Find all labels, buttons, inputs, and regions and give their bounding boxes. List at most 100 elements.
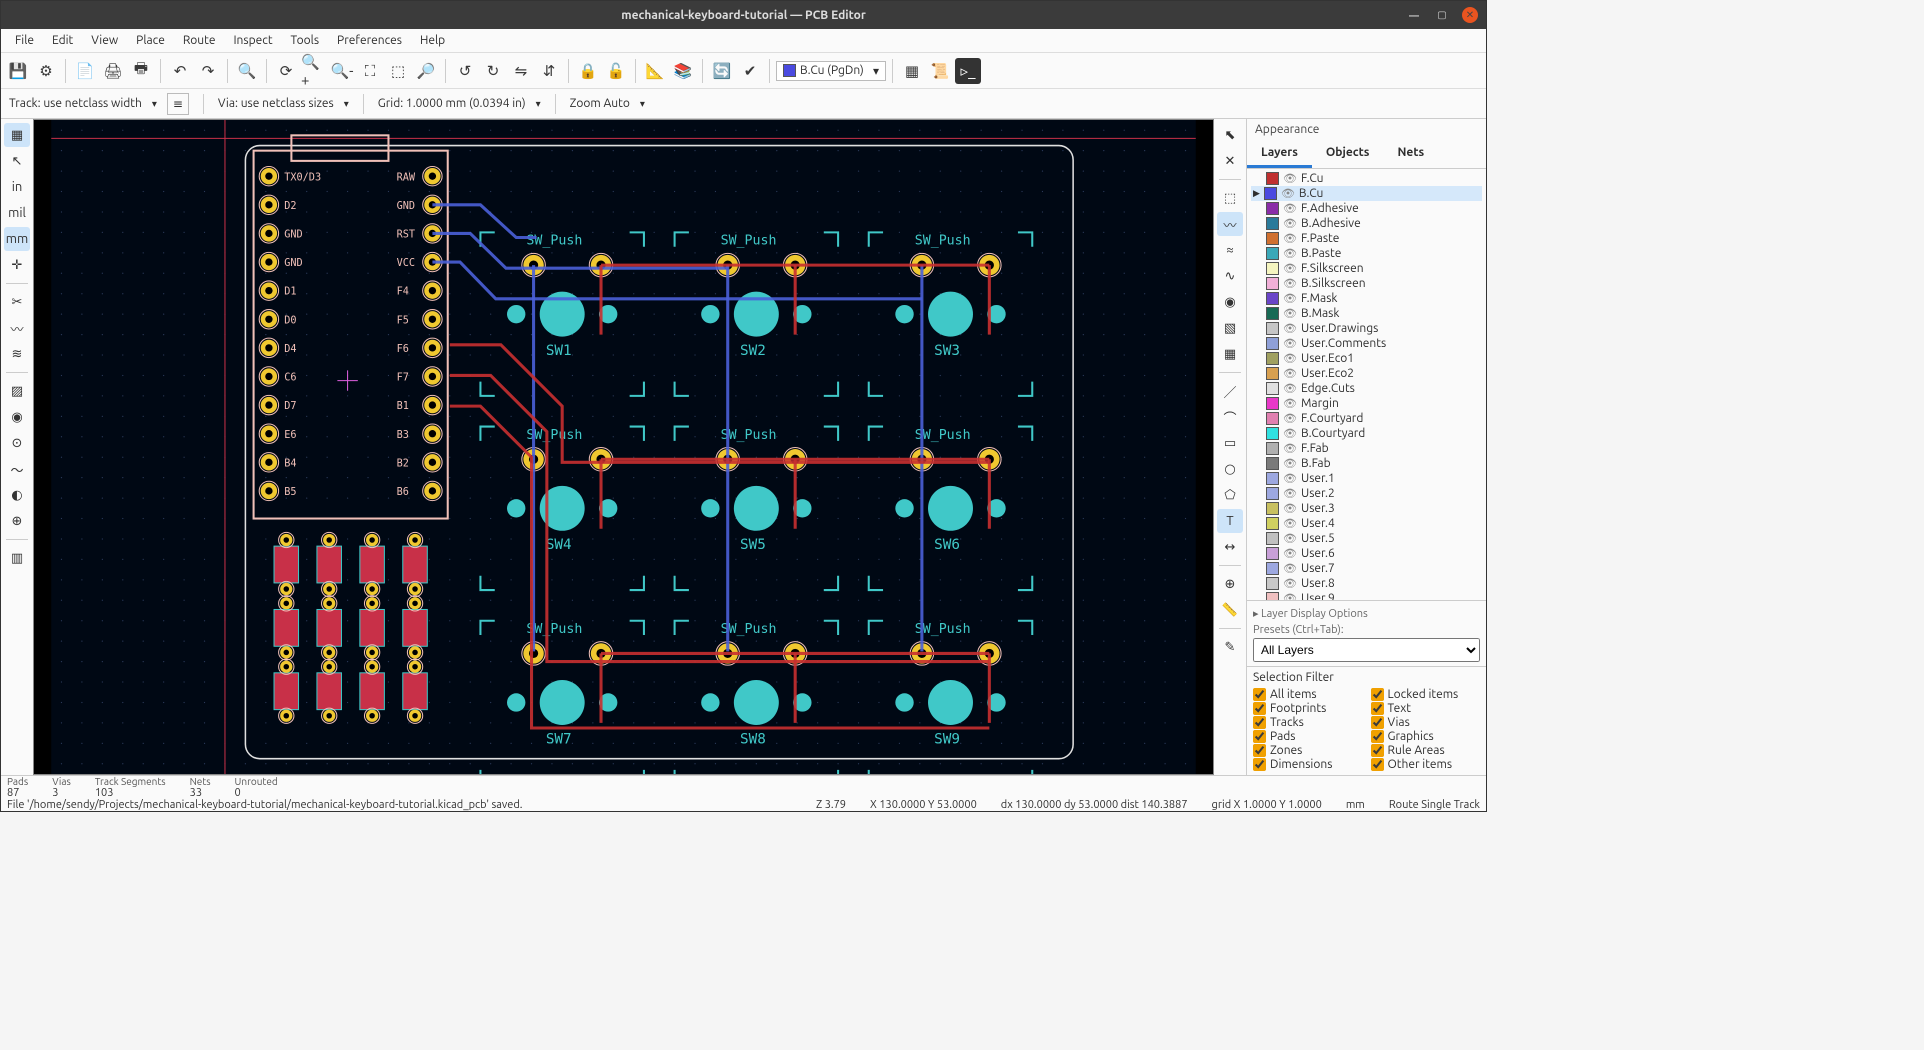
filter-rule-areas[interactable]: Rule Areas xyxy=(1371,744,1481,757)
layer-f-adhesive[interactable]: 👁F.Adhesive xyxy=(1251,201,1482,216)
tab-objects[interactable]: Objects xyxy=(1312,140,1384,168)
add-dimension-icon[interactable]: ↔ xyxy=(1217,535,1243,559)
layer-display-options[interactable]: ▸ Layer Display Options xyxy=(1253,605,1480,622)
delete-icon[interactable]: ✎ xyxy=(1217,635,1243,659)
menu-route[interactable]: Route xyxy=(175,32,224,49)
net-names-icon[interactable]: ⊕ xyxy=(4,509,30,533)
menu-place[interactable]: Place xyxy=(128,32,173,49)
filter-tracks[interactable]: Tracks xyxy=(1253,716,1363,729)
rotate-cw-icon[interactable]: ↻ xyxy=(480,58,506,84)
tune-length-icon[interactable]: ∿ xyxy=(1217,264,1243,288)
via-size-drop[interactable]: Via: use netclass sizes xyxy=(218,97,349,110)
layer-user-comments[interactable]: 👁User.Comments xyxy=(1251,336,1482,351)
print-icon[interactable]: 🖨 xyxy=(100,58,126,84)
place-footprint-icon[interactable]: ⬚ xyxy=(1217,186,1243,210)
add-text-icon[interactable]: T xyxy=(1217,509,1243,533)
layer-f-fab[interactable]: 👁F.Fab xyxy=(1251,441,1482,456)
layer-user-5[interactable]: 👁User.5 xyxy=(1251,531,1482,546)
tab-nets[interactable]: Nets xyxy=(1383,140,1438,168)
layer-f-courtyard[interactable]: 👁F.Courtyard xyxy=(1251,411,1482,426)
highlight-net-tool-icon[interactable]: ✕ xyxy=(1217,149,1243,173)
zone-fill-icon[interactable]: ▨ xyxy=(4,379,30,403)
zoom-in-icon[interactable]: 🔍+ xyxy=(301,58,327,84)
update-pcb-icon[interactable]: 🔄 xyxy=(709,58,735,84)
ratsnest-curved-icon[interactable]: 〰 xyxy=(4,316,30,340)
polar-coords-icon[interactable]: ↖ xyxy=(4,149,30,173)
layer-user-9[interactable]: 👁User.9 xyxy=(1251,591,1482,600)
menu-inspect[interactable]: Inspect xyxy=(225,32,280,49)
page-settings-icon[interactable]: 📄 xyxy=(72,58,98,84)
save-icon[interactable]: 💾 xyxy=(5,58,31,84)
layer-user-1[interactable]: 👁User.1 xyxy=(1251,471,1482,486)
layer-user-7[interactable]: 👁User.7 xyxy=(1251,561,1482,576)
layer-f-silkscreen[interactable]: 👁F.Silkscreen xyxy=(1251,261,1482,276)
layer-b-adhesive[interactable]: 👁B.Adhesive xyxy=(1251,216,1482,231)
menu-tools[interactable]: Tools xyxy=(283,32,328,49)
refresh-icon[interactable]: ⟳ xyxy=(273,58,299,84)
layer-b-fab[interactable]: 👁B.Fab xyxy=(1251,456,1482,471)
layer-user-eco2[interactable]: 👁User.Eco2 xyxy=(1251,366,1482,381)
filter-vias[interactable]: Vias xyxy=(1371,716,1481,729)
layer-b-cu[interactable]: ▶👁B.Cu xyxy=(1251,186,1482,201)
draw-rect-icon[interactable]: ▭ xyxy=(1217,431,1243,455)
filter-graphics[interactable]: Graphics xyxy=(1371,730,1481,743)
contrast-icon[interactable]: ◐ xyxy=(4,483,30,507)
zoom-object-icon[interactable]: 🔎 xyxy=(413,58,439,84)
mirror-h-icon[interactable]: ⇋ xyxy=(508,58,534,84)
close-button[interactable]: ✕ xyxy=(1462,7,1478,23)
layer-user-drawings[interactable]: 👁User.Drawings xyxy=(1251,321,1482,336)
show-grid-icon[interactable]: ▦ xyxy=(4,123,30,147)
menu-preferences[interactable]: Preferences xyxy=(329,32,410,49)
layer-edge-cuts[interactable]: 👁Edge.Cuts xyxy=(1251,381,1482,396)
zoom-out-icon[interactable]: 🔍- xyxy=(329,58,355,84)
track-auto-icon[interactable]: ≡ xyxy=(167,93,189,115)
presets-select[interactable]: All Layers xyxy=(1253,638,1480,662)
filter-footprints[interactable]: Footprints xyxy=(1253,702,1363,715)
via-outline-icon[interactable]: ⊙ xyxy=(4,431,30,455)
track-width-drop[interactable]: Track: use netclass width xyxy=(9,97,157,110)
zoom-selection-icon[interactable]: ⬚ xyxy=(385,58,411,84)
rotate-ccw-icon[interactable]: ↺ xyxy=(452,58,478,84)
zoom-fit-icon[interactable]: ⛶ xyxy=(357,58,383,84)
maximize-button[interactable]: ▢ xyxy=(1434,7,1450,23)
layer-user-3[interactable]: 👁User.3 xyxy=(1251,501,1482,516)
mils-icon[interactable]: mil xyxy=(4,201,30,225)
zoom-drop[interactable]: Zoom Auto xyxy=(570,97,645,110)
layer-selector[interactable]: B.Cu (PgDn) ▾ xyxy=(776,61,886,81)
layer-f-paste[interactable]: 👁F.Paste xyxy=(1251,231,1482,246)
draw-line-icon[interactable]: ／ xyxy=(1217,379,1243,403)
layer-b-silkscreen[interactable]: 👁B.Silkscreen xyxy=(1251,276,1482,291)
pad-outline-icon[interactable]: ◉ xyxy=(4,405,30,429)
measure-icon[interactable]: 📏 xyxy=(1217,598,1243,622)
cursor-shape-icon[interactable]: ✛ xyxy=(4,253,30,277)
select-tool-icon[interactable]: ⬉ xyxy=(1217,123,1243,147)
script-icon[interactable]: 📜 xyxy=(927,58,953,84)
filter-pads[interactable]: Pads xyxy=(1253,730,1363,743)
filter-locked-items[interactable]: Locked items xyxy=(1371,688,1481,701)
tab-layers[interactable]: Layers xyxy=(1247,140,1312,168)
menu-file[interactable]: File xyxy=(7,32,42,49)
ratsnest-icon[interactable]: ✂ xyxy=(4,290,30,314)
add-via-icon[interactable]: ◉ xyxy=(1217,290,1243,314)
plot-icon[interactable]: 🖶 xyxy=(128,58,154,84)
drc-icon[interactable]: ✔ xyxy=(737,58,763,84)
net-highlight-icon[interactable]: ≋ xyxy=(4,342,30,366)
console-icon[interactable]: ▹_ xyxy=(955,58,981,84)
grid-drop[interactable]: Grid: 1.0000 mm (0.0394 in) xyxy=(378,97,541,110)
layers-manager-icon[interactable]: ▥ xyxy=(4,546,30,570)
undo-icon[interactable]: ↶ xyxy=(167,58,193,84)
layer-user-6[interactable]: 👁User.6 xyxy=(1251,546,1482,561)
layer-user-8[interactable]: 👁User.8 xyxy=(1251,576,1482,591)
mirror-v-icon[interactable]: ⇵ xyxy=(536,58,562,84)
layer-user-4[interactable]: 👁User.4 xyxy=(1251,516,1482,531)
draw-poly-icon[interactable]: ⬠ xyxy=(1217,483,1243,507)
track-outline-icon[interactable]: 〜 xyxy=(4,457,30,481)
route-track-icon[interactable]: 〰 xyxy=(1217,212,1243,236)
route-diff-pair-icon[interactable]: ≈ xyxy=(1217,238,1243,262)
layer-b-mask[interactable]: 👁B.Mask xyxy=(1251,306,1482,321)
minimize-button[interactable]: — xyxy=(1406,7,1422,23)
menu-help[interactable]: Help xyxy=(412,32,453,49)
filter-text[interactable]: Text xyxy=(1371,702,1481,715)
board-setup-icon[interactable]: ⚙ xyxy=(33,58,59,84)
add-zone-icon[interactable]: ▧ xyxy=(1217,316,1243,340)
